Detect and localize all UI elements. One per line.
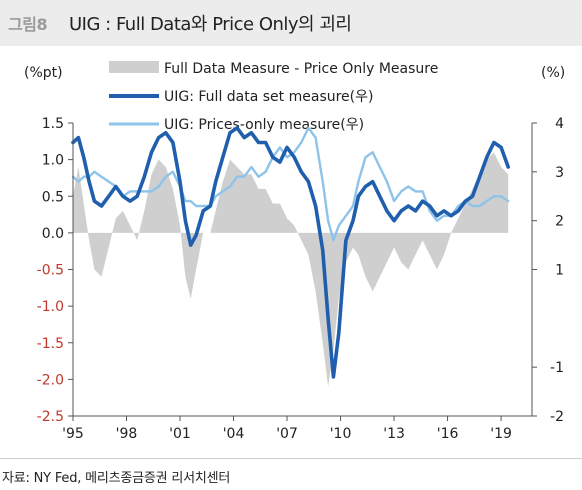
left-tick-label: 0.5 — [42, 189, 64, 205]
left-axis-unit: (%pt) — [24, 65, 63, 81]
left-tick-label: -2.0 — [37, 372, 64, 388]
x-tick-label: '19 — [490, 426, 512, 442]
x-tick-label: '01 — [169, 426, 191, 442]
prices-only-line — [71, 126, 510, 242]
right-tick-label: 4 — [555, 116, 564, 132]
left-tick-label: 1.0 — [42, 153, 64, 169]
right-tick-label: -1 — [550, 360, 564, 376]
right-tick-label: -2 — [550, 409, 564, 425]
legend-label: UIG: Prices-only measure(우) — [164, 117, 364, 133]
x-tick-label: '98 — [116, 426, 138, 442]
full-data-line — [71, 126, 511, 379]
legend-label: Full Data Measure - Price Only Measure — [164, 61, 438, 77]
title-bar: 그림8 UIG : Full Data와 Price Only의 괴리 — [0, 0, 582, 46]
right-axis-unit: (%) — [541, 65, 565, 81]
line-series-group — [71, 126, 511, 379]
right-tick-label: 2 — [555, 214, 564, 230]
legend: Full Data Measure - Price Only Measure UI… — [109, 61, 438, 133]
axes: 1.5 1.0 0.5 0.0 -0.5 -1.0 -1.5 -2.0 -2.5 4 3 2 1 -1 -2… — [37, 116, 564, 442]
footer-divider — [0, 458, 582, 459]
figure-title: UIG : Full Data와 Price Only의 괴리 — [69, 14, 352, 35]
x-tick-label: '07 — [276, 426, 298, 442]
left-tick-label: -1.0 — [37, 299, 64, 315]
right-tick-label: 3 — [555, 165, 564, 181]
legend-label: UIG: Full data set measure(우) — [164, 89, 373, 105]
x-tick-label: '95 — [62, 426, 84, 442]
x-tick-label: '13 — [383, 426, 405, 442]
chart: Full Data Measure - Price Only Measure UI… — [24, 61, 565, 442]
source-note: 자료: NY Fed, 메리츠종금증권 리서치센터 — [2, 471, 231, 486]
x-tick-label: '10 — [330, 426, 352, 442]
legend-swatch-area — [109, 61, 159, 73]
left-tick-label: -1.5 — [37, 336, 64, 352]
x-tick-label: '16 — [437, 426, 459, 442]
figure-label: 그림8 — [8, 15, 48, 34]
difference-area-series — [73, 152, 509, 387]
left-tick-label: 0.0 — [42, 226, 64, 242]
left-tick-label: -0.5 — [37, 263, 64, 279]
left-tick-label: -2.5 — [37, 409, 64, 425]
x-tick-label: '04 — [223, 426, 245, 442]
right-tick-label: 1 — [555, 263, 564, 279]
difference-area — [73, 152, 509, 387]
left-tick-label: 1.5 — [42, 116, 64, 132]
